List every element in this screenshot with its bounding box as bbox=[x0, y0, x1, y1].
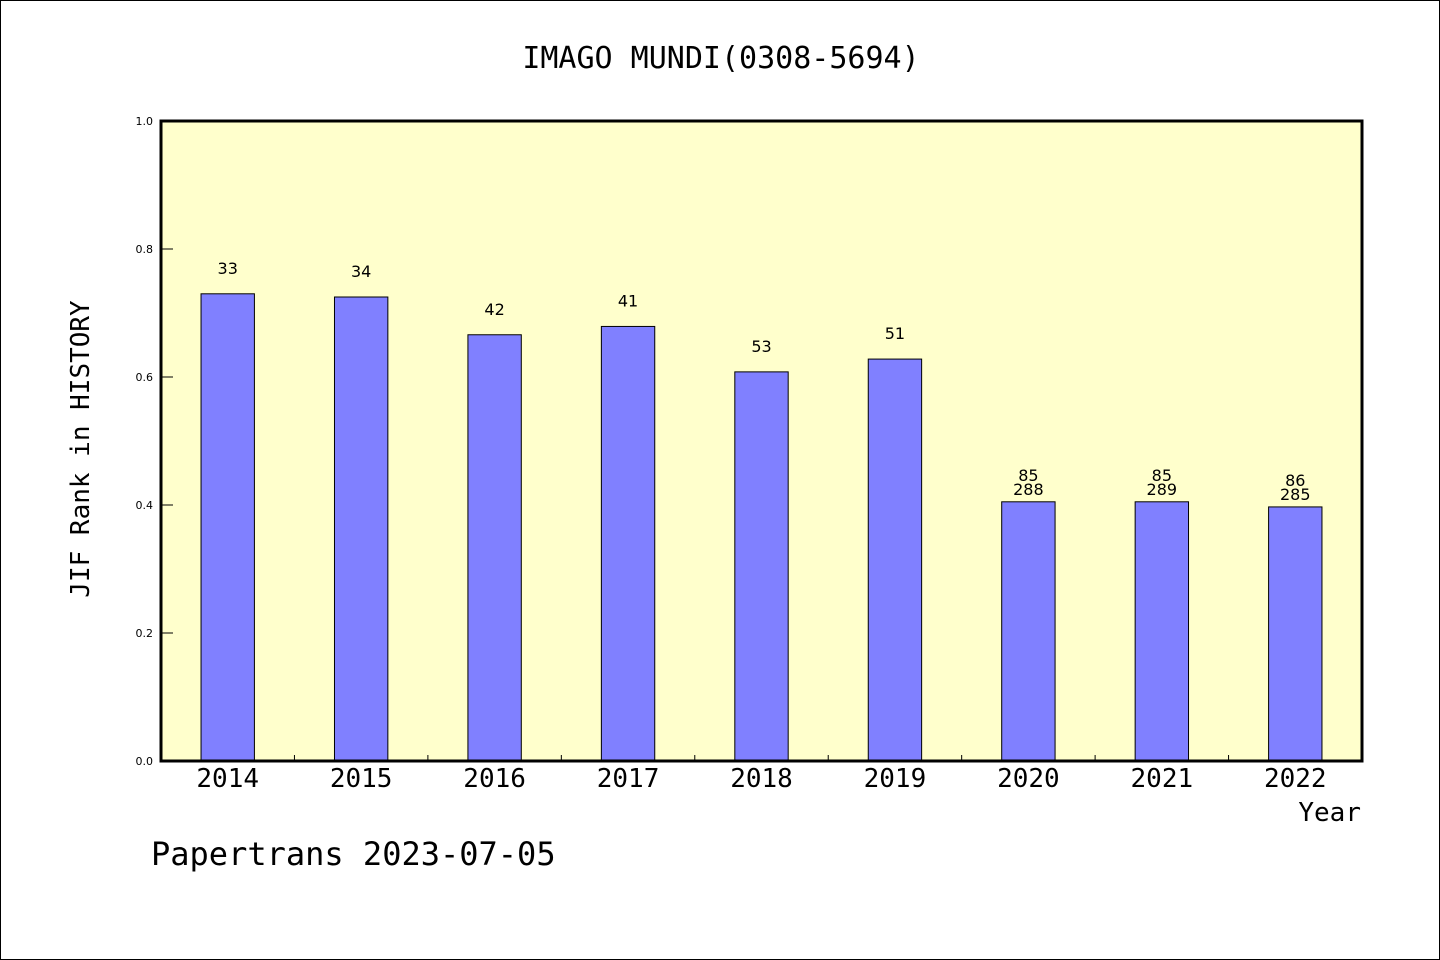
bar-data-label: 288 bbox=[1013, 480, 1044, 499]
x-axis: 2014 2015 2016 2017 2018 2019 2020 2021 2022 bbox=[196, 755, 1327, 794]
bar-series bbox=[200, 293, 1323, 762]
bar-data-label: 85 bbox=[1152, 466, 1172, 485]
bar bbox=[734, 371, 789, 762]
y-tick-label: 1.0 bbox=[136, 115, 154, 128]
bar-data-label: 285 bbox=[1280, 485, 1311, 504]
bar-data-label: 51 bbox=[885, 324, 905, 343]
y-axis: 0.0 0.2 0.4 0.6 0.8 1.0 bbox=[136, 115, 173, 768]
plot-border bbox=[159, 119, 1364, 763]
x-axis-label: Year bbox=[1298, 798, 1361, 828]
bar bbox=[867, 358, 923, 762]
y-tick-label: 0.2 bbox=[136, 627, 154, 640]
x-tick-label: 2022 bbox=[1264, 764, 1327, 794]
bar-data-label: 34 bbox=[351, 262, 371, 281]
x-tick-label: 2015 bbox=[330, 764, 393, 794]
x-tick-label: 2018 bbox=[730, 764, 793, 794]
y-tick-label: 0.8 bbox=[136, 243, 154, 256]
bar bbox=[333, 296, 389, 762]
bar bbox=[467, 334, 522, 762]
y-tick-label: 0.0 bbox=[136, 755, 154, 768]
x-tick-label: 2017 bbox=[597, 764, 660, 794]
bar-data-label: 41 bbox=[618, 291, 638, 310]
bar-data-label: 85 bbox=[1018, 466, 1038, 485]
chart-title: IMAGO MUNDI(0308-5694) bbox=[522, 41, 919, 76]
bar-data-label: 42 bbox=[484, 300, 504, 319]
y-tick-label: 0.4 bbox=[136, 499, 154, 512]
bar bbox=[1134, 501, 1190, 762]
bar bbox=[200, 293, 255, 762]
x-tick-label: 2019 bbox=[864, 764, 927, 794]
bar bbox=[1268, 506, 1323, 762]
footer-watermark: Papertrans 2023-07-05 bbox=[151, 835, 556, 873]
x-tick-label: 2014 bbox=[196, 764, 259, 794]
bar-data-label: 33 bbox=[218, 259, 238, 278]
x-tick-label: 2020 bbox=[997, 764, 1060, 794]
y-axis-label: JIF Rank in HISTORY bbox=[66, 300, 96, 598]
y-tick-label: 0.6 bbox=[136, 371, 154, 384]
bar-data-label: 53 bbox=[751, 337, 771, 356]
x-tick-label: 2021 bbox=[1131, 764, 1194, 794]
bar bbox=[1001, 501, 1056, 762]
bar-data-label: 289 bbox=[1147, 480, 1178, 499]
x-tick-label: 2016 bbox=[463, 764, 526, 794]
bar bbox=[600, 325, 656, 762]
bar-data-label: 86 bbox=[1285, 471, 1305, 490]
